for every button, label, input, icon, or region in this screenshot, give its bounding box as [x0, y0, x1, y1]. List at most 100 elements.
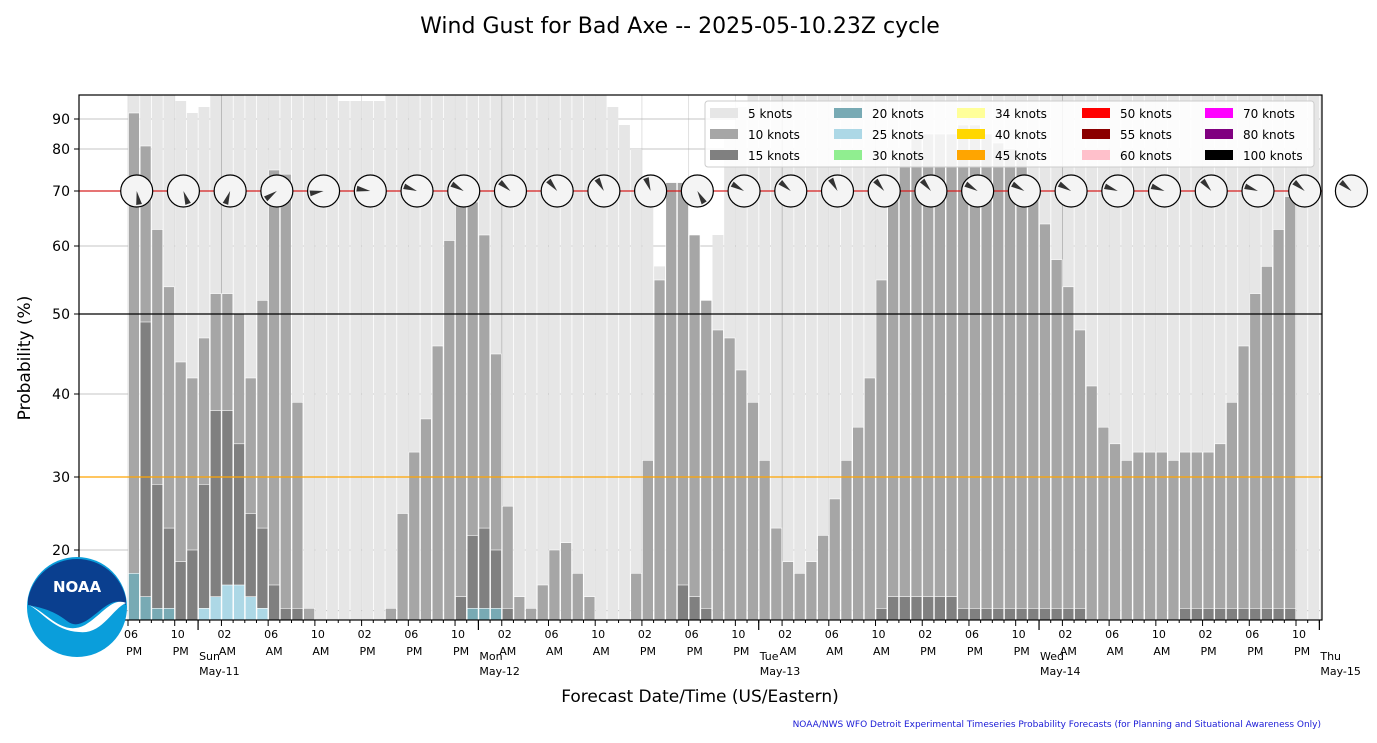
legend-entry: 55 knots: [1082, 128, 1172, 142]
legend-swatch: [1205, 129, 1233, 139]
y-tick-label: 60: [52, 239, 70, 255]
y-axis-label: Probability (%): [15, 296, 35, 421]
bar: [174, 361, 187, 620]
wind-direction-marker: [1007, 174, 1041, 208]
bar: [887, 596, 899, 620]
x-axis-label: Forecast Date/Time (US/Eastern): [561, 687, 839, 707]
bar: [280, 173, 292, 620]
bar: [280, 608, 292, 620]
bar: [782, 561, 794, 620]
bar: [1004, 148, 1016, 620]
legend-swatch: [957, 129, 985, 139]
wind-direction-marker: [1334, 174, 1369, 208]
wind-direction-marker: [306, 174, 341, 208]
x-tick-ampm-label: AM: [826, 645, 843, 658]
legend-label: 50 knots: [1120, 107, 1172, 121]
bar: [256, 300, 269, 620]
bars-clip-group: [128, 95, 1322, 620]
bar: [828, 498, 841, 620]
day-name-label: Mon: [479, 650, 502, 663]
x-tick-ampm-label: PM: [1014, 645, 1030, 658]
bar: [887, 190, 899, 620]
day-date-label: May-14: [1040, 665, 1081, 678]
logo-text: NOAA: [53, 578, 102, 596]
x-tick-hour-label: 02: [1199, 628, 1213, 641]
x-tick-hour-label: 02: [918, 628, 932, 641]
bar: [595, 95, 607, 620]
series-25-knots: [198, 584, 269, 620]
bar: [233, 584, 245, 620]
bar: [665, 182, 677, 620]
bar: [455, 190, 467, 620]
day-date-label: May-13: [760, 665, 801, 678]
bar: [291, 401, 304, 620]
wind-direction-wedge: [1339, 179, 1352, 191]
bar: [455, 596, 467, 620]
bar: [852, 426, 864, 620]
x-tick-ampm-label: PM: [1294, 645, 1310, 658]
bar: [1109, 95, 1121, 620]
y-tick-label: 80: [52, 142, 70, 158]
y-tick-label: 40: [52, 387, 70, 403]
bar: [1191, 608, 1203, 620]
bar: [1097, 426, 1110, 620]
bar: [385, 608, 397, 620]
bar: [1214, 608, 1226, 620]
bar: [501, 505, 514, 620]
bar: [175, 101, 187, 620]
legend-entry: 20 knots: [834, 107, 924, 121]
legend-entry: 80 knots: [1205, 128, 1295, 142]
legend-label: 40 knots: [995, 128, 1047, 142]
bar: [584, 95, 595, 620]
wind-direction-wedge: [1292, 179, 1305, 191]
bar: [292, 95, 303, 620]
bar: [163, 286, 175, 620]
legend-swatch: [834, 108, 862, 118]
x-tick-hour-label: 10: [591, 628, 605, 641]
bar: [700, 300, 713, 620]
legend-entry: 60 knots: [1082, 149, 1172, 163]
day-name-label: Wed: [1040, 650, 1064, 663]
bar: [1214, 95, 1226, 620]
bar: [490, 353, 502, 620]
y-tick-label: 90: [52, 112, 70, 128]
bar: [630, 149, 642, 620]
x-tick-hour-label: 02: [638, 628, 652, 641]
plot-area: [78, 94, 1369, 621]
bar: [817, 95, 829, 620]
wind-direction-wedge: [222, 191, 231, 205]
day-date-label: May-15: [1320, 665, 1361, 678]
bar: [268, 584, 280, 620]
bar: [572, 95, 584, 620]
wind-direction-wedge: [1244, 183, 1258, 191]
bar: [794, 95, 806, 620]
x-tick-hour-label: 02: [217, 628, 231, 641]
x-tick-hour-label: 10: [731, 628, 745, 641]
wind-direction-marker: [1241, 174, 1275, 208]
x-tick-ampm-label: PM: [126, 645, 142, 658]
legend-entry: 30 knots: [834, 149, 924, 163]
bar: [759, 95, 771, 620]
bar: [513, 596, 526, 620]
x-tick-ampm-label: PM: [1200, 645, 1216, 658]
bar: [362, 101, 373, 620]
wind-direction-wedge: [403, 183, 418, 191]
bar: [1214, 443, 1226, 620]
bar: [139, 321, 152, 620]
bar: [1085, 385, 1098, 620]
legend-label: 55 knots: [1120, 128, 1172, 142]
legend-entry: 15 knots: [710, 149, 800, 163]
bar: [688, 596, 701, 620]
bar: [1156, 95, 1168, 620]
bar: [1039, 223, 1051, 620]
bar: [490, 549, 502, 620]
bar: [1261, 608, 1273, 620]
bar: [338, 101, 350, 620]
bar: [478, 608, 491, 620]
bar: [735, 107, 747, 620]
legend-label: 80 knots: [1243, 128, 1295, 142]
bar: [151, 608, 164, 620]
bar: [782, 95, 794, 620]
wind-direction-marker: [166, 174, 201, 208]
bar: [1179, 608, 1191, 620]
